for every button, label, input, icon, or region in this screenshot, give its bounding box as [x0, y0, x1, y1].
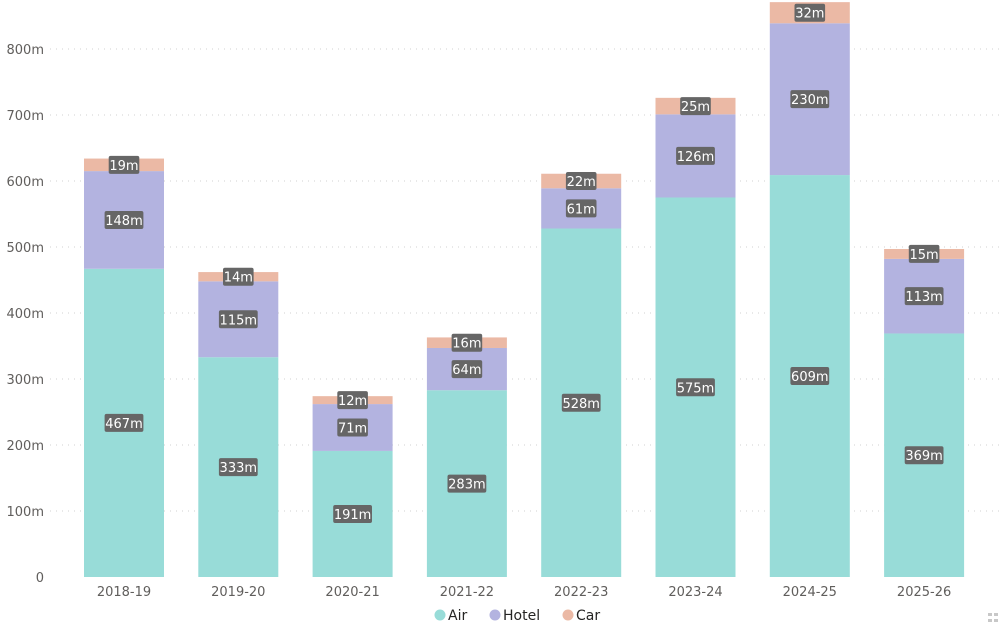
data-label-box [447, 474, 487, 493]
legend-item-hotel[interactable]: Hotel [503, 608, 540, 623]
data-label-box [451, 333, 483, 352]
more-options-icon [994, 613, 998, 616]
y-tick-label: 700m [7, 109, 44, 124]
data-label-box [337, 418, 368, 437]
y-tick-label: 200m [7, 439, 44, 454]
data-label-box [218, 458, 258, 477]
data-label-box [676, 378, 715, 397]
data-label-box [790, 90, 830, 109]
data-label-air: 191m [334, 508, 371, 523]
data-label-car: 25m [681, 100, 710, 115]
data-label-air: 333m [220, 461, 257, 476]
data-label-box [337, 391, 368, 410]
data-label-hotel: 115m [220, 313, 257, 328]
y-tick-label: 800m [7, 43, 44, 58]
data-label-air: 369m [905, 449, 942, 464]
x-tick-label: 2025-26 [897, 585, 951, 600]
x-tick-label: 2021-22 [440, 585, 494, 600]
x-tick-label: 2023-24 [668, 585, 722, 600]
x-tick-label: 2024-25 [783, 585, 837, 600]
y-tick-label: 100m [7, 505, 44, 520]
legend-item-car[interactable]: Car [576, 608, 600, 623]
x-tick-label: 2022-23 [554, 585, 608, 600]
y-tick-label: 0 [36, 571, 44, 586]
legend-marker-air [434, 609, 446, 621]
data-label-box [790, 367, 830, 386]
y-tick-label: 600m [7, 175, 44, 190]
data-label-car: 12m [338, 394, 367, 409]
data-label-box [333, 504, 372, 523]
more-options-icon [988, 613, 992, 616]
data-label-box [223, 267, 254, 286]
data-label-hotel: 64m [452, 363, 481, 378]
data-label-box [104, 210, 144, 229]
x-tick-label: 2020-21 [325, 585, 379, 600]
data-label-hotel: 71m [338, 422, 367, 437]
data-label-box [218, 310, 258, 329]
legend-item-air[interactable]: Air [448, 608, 467, 623]
data-label-box [104, 413, 144, 432]
data-label-car: 15m [909, 248, 938, 263]
y-tick-label: 500m [7, 241, 44, 256]
y-tick-label: 300m [7, 373, 44, 388]
x-tick-label: 2018-19 [97, 585, 151, 600]
more-options-icon [988, 619, 992, 622]
data-label-box [565, 172, 597, 190]
data-label-air: 283m [448, 478, 485, 493]
data-label-box [904, 446, 944, 465]
data-label-box [676, 146, 715, 165]
legend-marker-hotel [489, 609, 501, 621]
data-label-car: 32m [795, 7, 824, 22]
x-tick-label: 2019-20 [211, 585, 265, 600]
legend-marker-car [562, 609, 574, 621]
data-label-hotel: 126m [677, 150, 714, 165]
data-label-box [904, 287, 944, 306]
data-label-car: 14m [224, 271, 253, 286]
data-label-air: 528m [562, 397, 599, 412]
data-label-box [108, 155, 140, 174]
data-label-hotel: 61m [567, 202, 596, 217]
data-label-hotel: 113m [905, 290, 942, 305]
data-label-box [561, 393, 601, 412]
data-label-box [451, 360, 483, 379]
more-options-icon [994, 619, 998, 622]
data-label-air: 609m [791, 370, 828, 385]
data-label-air: 467m [105, 417, 142, 432]
data-label-air: 575m [677, 381, 714, 396]
data-label-box [565, 199, 597, 218]
data-label-hotel: 230m [791, 93, 828, 108]
data-label-car: 19m [109, 159, 138, 174]
data-label-car: 22m [567, 175, 596, 190]
data-label-box [794, 3, 826, 22]
data-label-hotel: 148m [105, 214, 142, 229]
data-label-car: 16m [452, 337, 481, 352]
data-label-box [680, 97, 711, 116]
data-label-box [908, 244, 940, 263]
y-tick-label: 400m [7, 307, 44, 322]
